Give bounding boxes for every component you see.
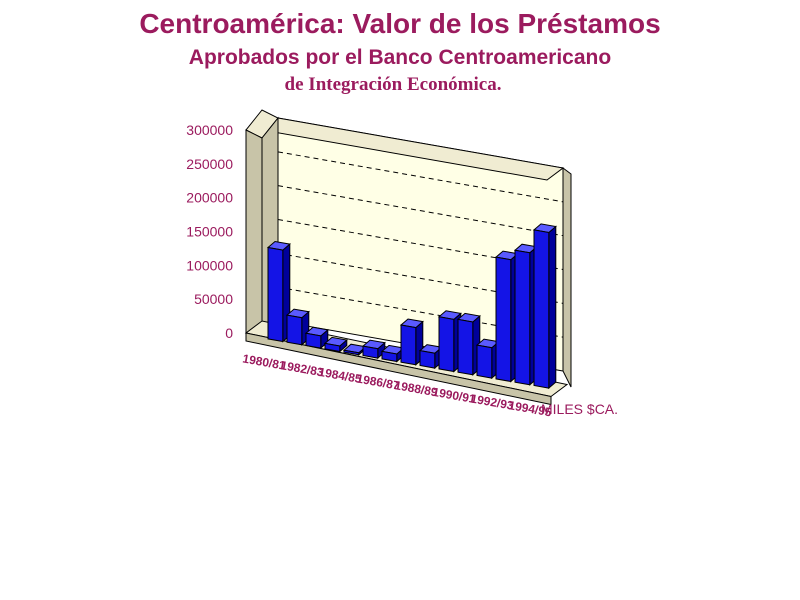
bar (400, 324, 417, 366)
chart-title: Centroamérica: Valor de los Préstamos (139, 8, 661, 39)
y-tick-label: 300000 (186, 122, 233, 138)
y-tick-label: 150000 (186, 224, 233, 240)
chart-floor-edge (245, 332, 552, 406)
y-tick-label: 200000 (186, 190, 233, 206)
y-tick-label: 100000 (186, 257, 233, 273)
bar-side (548, 225, 557, 390)
gridline (277, 219, 564, 270)
bar (286, 314, 303, 346)
bar (324, 342, 341, 353)
bar (457, 318, 474, 376)
bar (514, 249, 531, 386)
bar (343, 349, 360, 356)
bar (419, 350, 436, 369)
y-tick-label: 50000 (194, 291, 233, 307)
gridline (277, 252, 564, 304)
bar (362, 345, 379, 359)
bar (476, 344, 493, 379)
chart-left-wall (245, 129, 263, 342)
unit-label: MILES $CA. (541, 401, 618, 417)
bar (533, 229, 550, 389)
chart-subtitle-line2: de Integración Económica. (284, 74, 502, 95)
y-tick-label: 0 (225, 325, 233, 341)
bar (381, 350, 398, 363)
y-tick-label: 250000 (186, 156, 233, 172)
gridline (277, 286, 564, 338)
bar (305, 332, 322, 349)
chart-subtitle-line1: Aprobados por el Banco Centroamericano (188, 46, 612, 69)
chart-right-edge (562, 167, 572, 388)
bar (495, 256, 512, 383)
bar (267, 246, 284, 343)
gridline (277, 151, 564, 203)
gridline (277, 185, 564, 237)
bar (438, 316, 455, 373)
